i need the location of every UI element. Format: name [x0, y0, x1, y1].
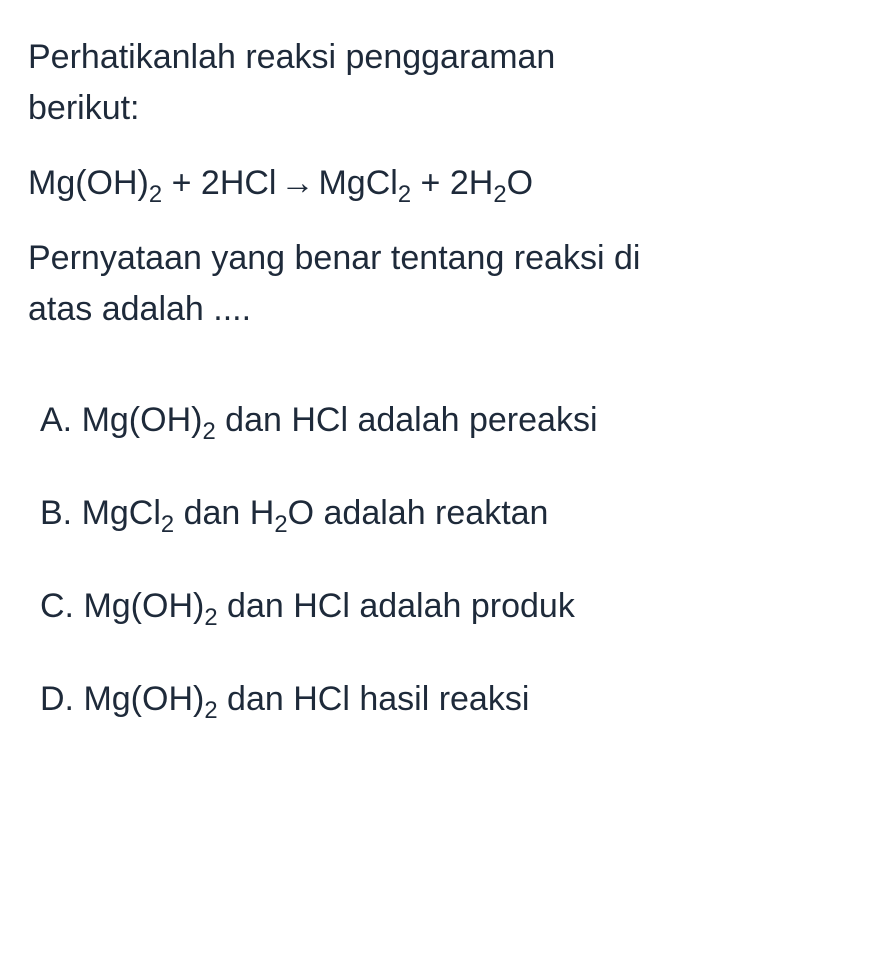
option-b-part3: O adalah reaktan	[288, 494, 549, 532]
option-a-sub1: 2	[202, 418, 215, 445]
option-d-label: D.	[40, 680, 83, 718]
statement-line-2: atas adalah ....	[28, 290, 251, 328]
option-a-part2: dan HCl adalah pereaksi	[216, 401, 598, 439]
product-2-part2: O	[507, 164, 533, 202]
product-2-sub: 2	[493, 181, 506, 208]
option-a[interactable]: A. Mg(OH)2 dan HCl adalah pereaksi	[28, 395, 865, 446]
option-c-label: C.	[40, 587, 83, 625]
option-c[interactable]: C. Mg(OH)2 dan HCl adalah produk	[28, 581, 865, 632]
option-a-part1: Mg(OH)	[82, 401, 203, 439]
option-b[interactable]: B. MgCl2 dan H2O adalah reaktan	[28, 488, 865, 539]
reactant-1: Mg(OH)	[28, 164, 149, 202]
option-b-sub1: 2	[161, 511, 174, 538]
option-d-part1: Mg(OH)	[83, 680, 204, 718]
option-c-sub1: 2	[204, 604, 217, 631]
option-d-part2: dan HCl hasil reaksi	[218, 680, 530, 718]
plus-1: +	[162, 164, 201, 202]
reactant-2-coef: 2	[201, 164, 220, 202]
intro-line-1: Perhatikanlah reaksi penggaraman	[28, 38, 555, 76]
option-b-part2: dan H	[174, 494, 274, 532]
intro-line-2: berikut:	[28, 89, 140, 127]
option-c-part2: dan HCl adalah produk	[218, 587, 575, 625]
product-2-part1: H	[469, 164, 494, 202]
statement-line-1: Pernyataan yang benar tentang reaksi di	[28, 239, 640, 277]
reactant-2: HCl	[220, 164, 277, 202]
option-d[interactable]: D. Mg(OH)2 dan HCl hasil reaksi	[28, 674, 865, 725]
question-statement: Pernyataan yang benar tentang reaksi di …	[28, 233, 865, 335]
option-b-part1: MgCl	[82, 494, 161, 532]
reactant-1-sub: 2	[149, 181, 162, 208]
question-intro: Perhatikanlah reaksi penggaraman berikut…	[28, 32, 865, 134]
arrow: →	[280, 158, 314, 209]
plus-2: +	[411, 164, 450, 202]
option-b-label: B.	[40, 494, 82, 532]
option-d-sub1: 2	[204, 697, 217, 724]
option-c-part1: Mg(OH)	[83, 587, 204, 625]
product-1: MgCl	[318, 164, 397, 202]
product-2-coef: 2	[450, 164, 469, 202]
option-a-label: A.	[40, 401, 82, 439]
product-1-sub: 2	[398, 181, 411, 208]
chemical-equation: Mg(OH)2 + 2HCl → MgCl2 + 2H2O	[28, 158, 865, 209]
option-b-sub2: 2	[274, 511, 287, 538]
